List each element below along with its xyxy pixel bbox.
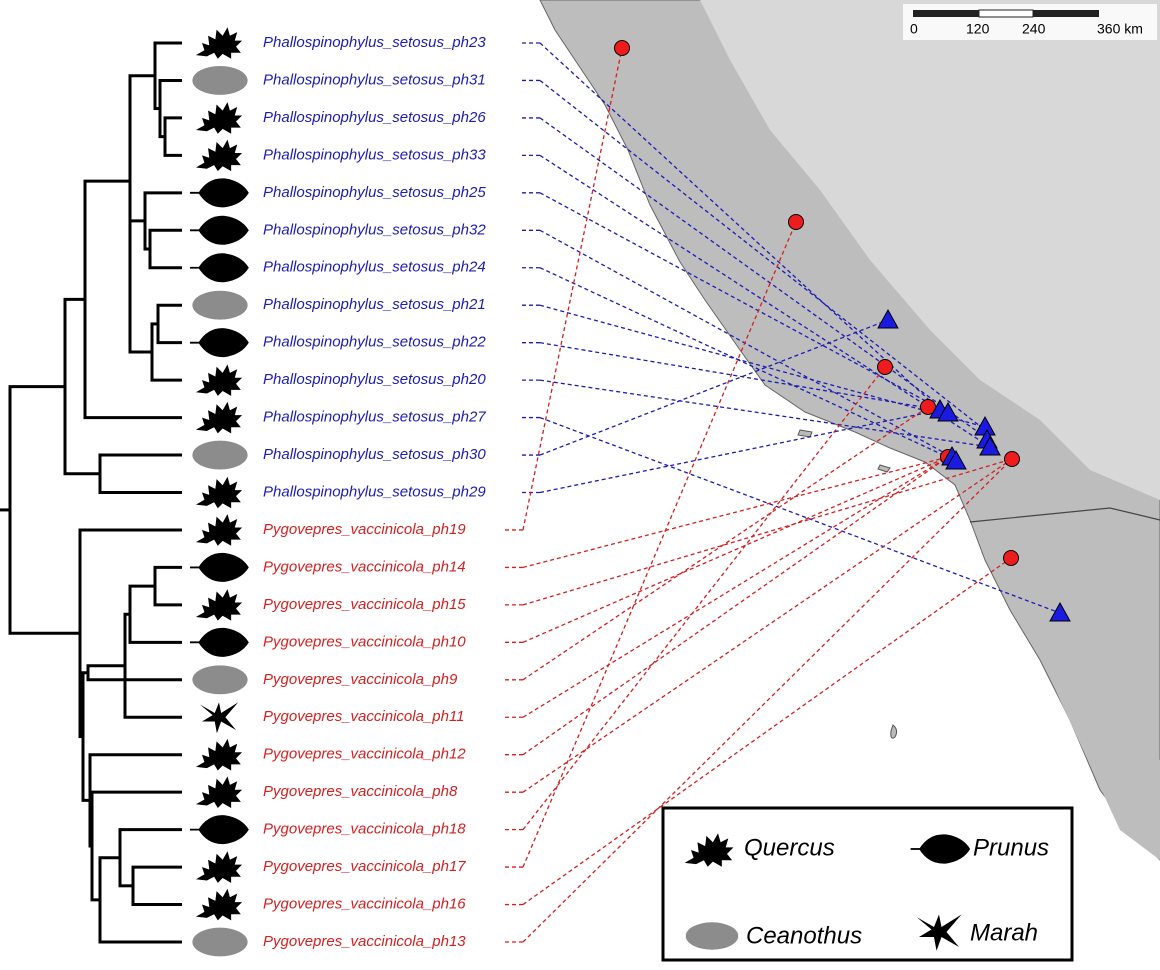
taxon-label: Phallospinophylus_setosus_ph23 — [263, 34, 486, 51]
host-icon — [190, 253, 249, 282]
taxon-label: Phallospinophylus_setosus_ph25 — [263, 184, 486, 201]
link — [523, 459, 1012, 792]
taxon-label: Pygovepres_vaccinicola_ph13 — [263, 933, 466, 950]
host-icon — [190, 328, 249, 357]
taxon-label: Phallospinophylus_setosus_ph29 — [263, 483, 486, 500]
host-icon — [200, 702, 238, 733]
host-icon — [196, 364, 242, 396]
scale-bar — [913, 10, 979, 17]
host-icon — [190, 815, 249, 844]
host-icon — [196, 776, 242, 808]
site-red — [789, 215, 804, 230]
link — [523, 48, 622, 530]
taxon-label: Pygovepres_vaccinicola_ph9 — [263, 671, 458, 688]
taxon-label: Phallospinophylus_setosus_ph26 — [263, 109, 486, 126]
host-icon — [192, 66, 247, 95]
taxon-label: Pygovepres_vaccinicola_ph19 — [263, 521, 466, 538]
taxon-label: Pygovepres_vaccinicola_ph17 — [263, 858, 466, 875]
taxon-label: Pygovepres_vaccinicola_ph15 — [263, 596, 466, 613]
taxon-label: Pygovepres_vaccinicola_ph10 — [263, 633, 466, 650]
host-icon — [190, 628, 249, 657]
taxon-label: Pygovepres_vaccinicola_ph8 — [263, 783, 458, 800]
taxon-label: Phallospinophylus_setosus_ph21 — [263, 296, 486, 313]
host-icon — [192, 291, 247, 320]
scale-bar — [1033, 10, 1099, 17]
island — [878, 465, 890, 472]
legend-label: Ceanothus — [746, 922, 862, 949]
host-icon — [196, 402, 242, 434]
taxon-label: Phallospinophylus_setosus_ph24 — [263, 259, 486, 276]
scale-label: 360 km — [1097, 21, 1143, 37]
island — [798, 430, 812, 437]
host-icon — [190, 216, 249, 245]
taxon-label: Phallospinophylus_setosus_ph22 — [263, 334, 486, 351]
taxon-label: Phallospinophylus_setosus_ph32 — [263, 221, 486, 238]
site-red — [878, 360, 893, 375]
link — [523, 457, 948, 755]
taxon-label: Phallospinophylus_setosus_ph27 — [263, 409, 486, 426]
site-red — [1005, 452, 1020, 467]
host-icon — [196, 140, 242, 172]
legend-icon — [686, 922, 739, 949]
scale-label: 0 — [910, 21, 918, 37]
link — [523, 407, 928, 680]
island — [891, 725, 897, 738]
host-icon — [196, 27, 242, 59]
host-icon — [196, 889, 242, 921]
link — [523, 457, 948, 642]
host-icon — [196, 477, 242, 509]
host-icon — [196, 102, 242, 134]
link — [523, 367, 885, 830]
taxon-label: Pygovepres_vaccinicola_ph12 — [263, 746, 466, 763]
link — [523, 457, 948, 567]
scale-label: 240 — [1022, 21, 1046, 37]
link — [523, 457, 948, 717]
taxa: Phallospinophylus_setosus_ph23 Phallospin… — [190, 27, 486, 956]
host-icon — [196, 514, 242, 546]
legend-label: Marah — [970, 919, 1038, 946]
taxon-label: Pygovepres_vaccinicola_ph11 — [263, 708, 465, 725]
legend: Quercus Prunus Ceanothus Marah — [663, 808, 1072, 960]
taxon-label: Pygovepres_vaccinicola_ph14 — [263, 558, 466, 575]
host-icon — [192, 665, 247, 694]
taxon-label: Phallospinophylus_setosus_ph31 — [263, 71, 486, 88]
host-icon — [196, 851, 242, 883]
site-red — [1004, 551, 1019, 566]
host-icon — [192, 928, 247, 957]
phylogeny — [0, 43, 182, 942]
taxon-label: Phallospinophylus_setosus_ph30 — [263, 446, 486, 463]
scale-bar — [979, 10, 1033, 17]
legend-label: Prunus — [973, 834, 1049, 861]
taxon-label: Phallospinophylus_setosus_ph20 — [263, 371, 486, 388]
host-icon — [190, 553, 249, 582]
host-icon — [192, 441, 247, 470]
host-icon — [196, 739, 242, 771]
taxon-label: Pygovepres_vaccinicola_ph18 — [263, 821, 466, 838]
host-icon — [196, 589, 242, 621]
legend-label: Quercus — [744, 834, 835, 861]
site-red — [615, 41, 630, 56]
link — [523, 222, 796, 867]
figure: Phallospinophylus_setosus_ph23 Phallospin… — [0, 0, 1160, 965]
host-icon — [190, 178, 249, 207]
taxon-label: Pygovepres_vaccinicola_ph16 — [263, 896, 466, 913]
scale-label: 120 — [966, 21, 990, 37]
taxon-label: Phallospinophylus_setosus_ph33 — [263, 146, 486, 163]
